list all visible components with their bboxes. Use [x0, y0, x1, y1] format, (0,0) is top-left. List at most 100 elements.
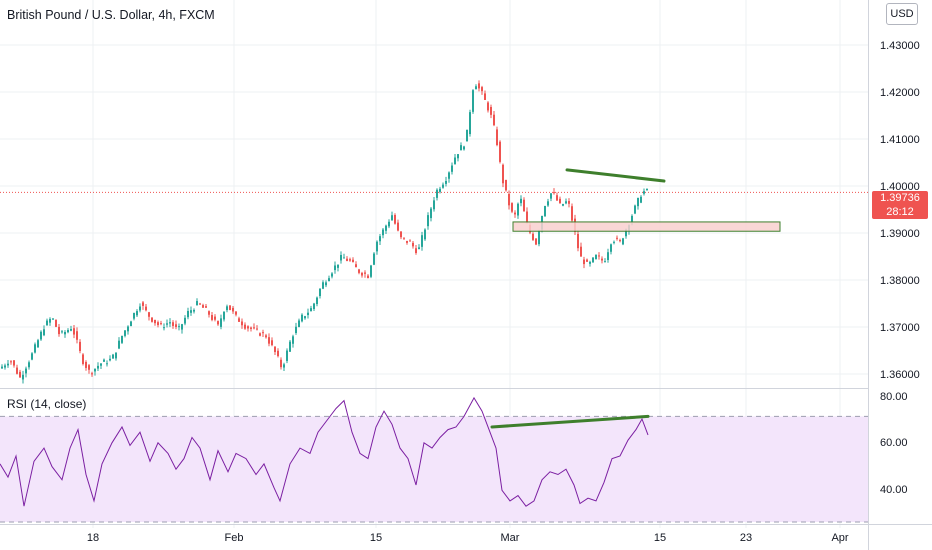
candle-body [349, 259, 351, 261]
candle-body [394, 214, 396, 224]
candle-body [43, 329, 45, 336]
candle-body [238, 318, 240, 322]
price-annotations[interactable] [512, 168, 781, 232]
candle-body [547, 201, 549, 206]
candle-body [205, 306, 207, 308]
candle-body [511, 203, 513, 212]
support-zone-rectangle[interactable] [512, 221, 781, 232]
candle-body [217, 321, 219, 325]
candle-body [148, 312, 150, 317]
candle-body [34, 344, 36, 353]
candle-body [172, 322, 174, 326]
candle-body [199, 303, 201, 305]
candle-body [421, 235, 423, 247]
candle-body [565, 201, 567, 204]
axes: 1.43000 1.42000 1.41000 1.40000 1.39000 1.380… [87, 40, 920, 544]
time-tick-label: 23 [740, 532, 752, 544]
candle-body [577, 233, 579, 249]
candle-body [427, 215, 429, 227]
candle-body [451, 165, 453, 172]
candle-body [100, 363, 102, 366]
candle-body [16, 367, 18, 374]
time-tick-label: 18 [87, 532, 99, 544]
candle-body [496, 129, 498, 146]
candle-body [433, 200, 435, 210]
candle-body [286, 350, 288, 361]
candle-body [136, 311, 138, 316]
last-price-tag: 1.39736 28:12 [872, 191, 928, 219]
candle-body [508, 193, 510, 206]
candle-body [178, 326, 180, 328]
rsi-annotations[interactable] [490, 414, 650, 429]
candle-body [337, 264, 339, 268]
candle-body [223, 311, 225, 320]
candle-body [283, 364, 285, 368]
candle-body [559, 198, 561, 203]
candle-body [613, 241, 615, 243]
currency-button[interactable]: USD [886, 3, 918, 25]
price-trendline[interactable] [565, 168, 666, 183]
candle-body [10, 361, 12, 363]
candle-body [271, 340, 273, 346]
candle-body [31, 353, 33, 360]
rsi-line [0, 396, 649, 507]
candle-body [82, 354, 84, 364]
candle-body [142, 302, 144, 306]
candle-body [304, 316, 306, 319]
candle-body [118, 340, 120, 349]
candle-body [460, 145, 462, 151]
candle-body [502, 164, 504, 184]
candle-body [598, 255, 600, 257]
candle-body [1, 366, 3, 369]
candle-body [214, 316, 216, 320]
time-tick-label: 15 [370, 532, 382, 544]
candle-body [64, 332, 66, 335]
candle-body [589, 261, 591, 264]
candle-body [379, 236, 381, 242]
candle-body [94, 368, 96, 372]
candle-body [265, 335, 267, 338]
candle-body [166, 323, 168, 325]
candle-body [280, 359, 282, 368]
candle-body [79, 341, 81, 351]
candle-body [292, 336, 294, 344]
rsi-indicator-label[interactable]: RSI (14, close) [7, 397, 87, 411]
candle-body [517, 203, 519, 216]
candle-body [37, 340, 39, 348]
candle-body [604, 261, 606, 263]
candle-body [514, 212, 516, 215]
candle-body [532, 233, 534, 240]
chart-title: British Pound / U.S. Dollar, 4h, FXCM [7, 8, 215, 22]
candle-body [220, 318, 222, 327]
candle-body [484, 93, 486, 100]
candle-body [241, 321, 243, 326]
candle-body [124, 330, 126, 336]
candle-body [481, 87, 483, 92]
candle-body [7, 363, 9, 366]
candle-body [466, 129, 468, 142]
candle-body [358, 269, 360, 273]
candle-body [52, 318, 54, 320]
candle-body [601, 258, 603, 261]
candle-body [493, 114, 495, 126]
candle-body [151, 317, 153, 322]
candle-body [127, 326, 129, 332]
candle-body [310, 308, 312, 312]
candle-body [367, 275, 369, 279]
candle-body [376, 241, 378, 252]
rsi-trendline[interactable] [490, 414, 650, 429]
candle-body [247, 326, 249, 329]
candle-body [397, 222, 399, 231]
candle-body [73, 328, 75, 335]
candle-body [76, 331, 78, 340]
candle-body [580, 246, 582, 257]
candle-body [478, 83, 480, 89]
candle-body [619, 240, 621, 242]
candle-body [520, 198, 522, 204]
candle-body [163, 327, 165, 329]
time-tick-label: 15 [654, 532, 666, 544]
candle-body [334, 265, 336, 271]
candle-body [169, 322, 171, 324]
candle-body [544, 206, 546, 217]
